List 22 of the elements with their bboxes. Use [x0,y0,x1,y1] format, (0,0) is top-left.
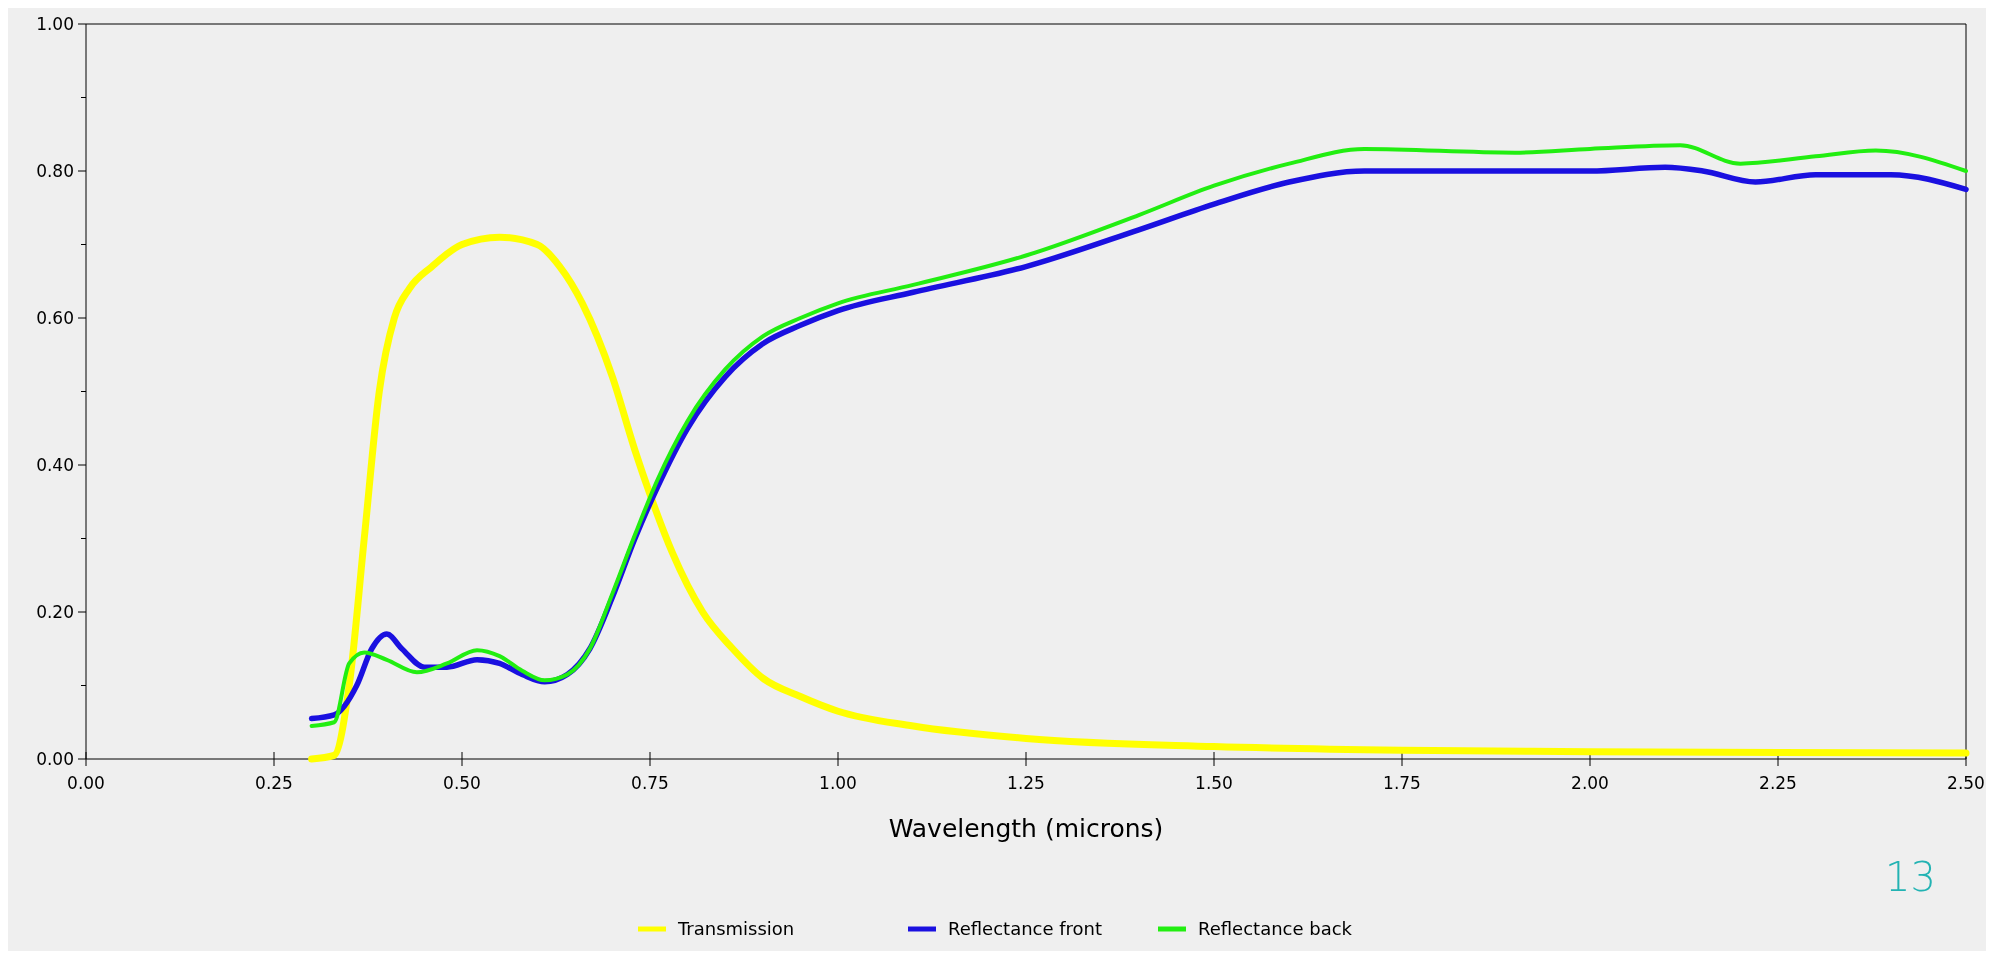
y-tick-label: 0.00 [36,748,74,769]
x-tick-label: 2.50 [1947,773,1985,793]
text: 13 [1885,854,1936,900]
legend-label: Reflectance front [948,918,1103,940]
x-tick-label: 0.00 [67,773,105,793]
legend-label: Reflectance back [1198,918,1353,940]
y-tick-label: 1.00 [36,13,74,34]
y-tick-label: 0.60 [36,307,74,328]
x-tick-label: 1.00 [819,773,857,793]
x-tick-label: 2.25 [1759,773,1797,793]
x-tick-label: 1.75 [1383,773,1421,793]
x-tick-label: 0.25 [255,773,293,793]
x-tick-label: 0.75 [631,773,669,793]
x-axis-title: Wavelength (microns) [888,814,1164,843]
x-tick-label: 1.25 [1007,773,1045,793]
y-tick-label: 0.80 [36,160,74,181]
x-tick-label: 2.00 [1571,773,1609,793]
x-tick-label: 0.50 [443,773,481,793]
y-tick-label: 0.40 [36,454,74,475]
y-tick-label: 0.20 [36,601,74,622]
x-tick-label: 1.50 [1195,773,1233,793]
legend-label: Transmission [677,918,795,940]
